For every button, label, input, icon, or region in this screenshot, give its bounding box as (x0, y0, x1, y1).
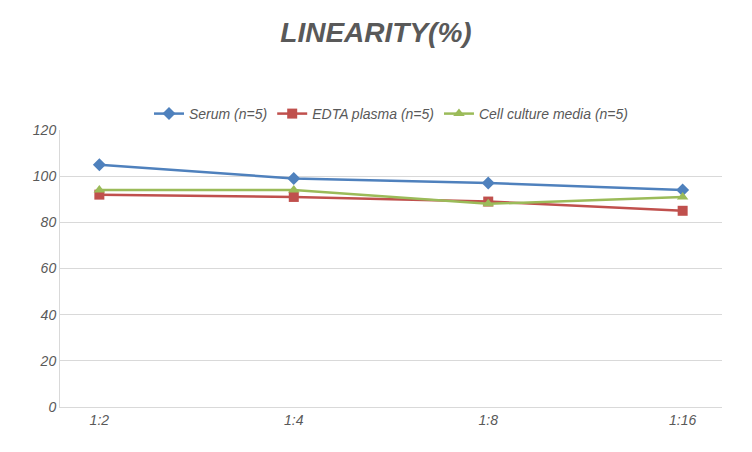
svg-text:1:8: 1:8 (478, 412, 498, 428)
svg-text:LINEARITY(%): LINEARITY(%) (280, 17, 471, 48)
svg-text:40: 40 (41, 307, 57, 323)
svg-text:1:4: 1:4 (284, 412, 304, 428)
svg-text:120: 120 (33, 122, 57, 138)
svg-text:100: 100 (33, 168, 57, 184)
svg-text:20: 20 (40, 353, 57, 369)
svg-text:1:2: 1:2 (90, 412, 110, 428)
svg-text:Serum (n=5): Serum (n=5) (189, 106, 267, 122)
svg-text:80: 80 (41, 214, 57, 230)
svg-text:1:16: 1:16 (669, 412, 696, 428)
svg-text:0: 0 (48, 399, 56, 415)
svg-text:EDTA plasma (n=5): EDTA plasma (n=5) (312, 106, 434, 122)
svg-text:60: 60 (41, 260, 57, 276)
svg-text:Cell culture media (n=5): Cell culture media (n=5) (479, 106, 628, 122)
